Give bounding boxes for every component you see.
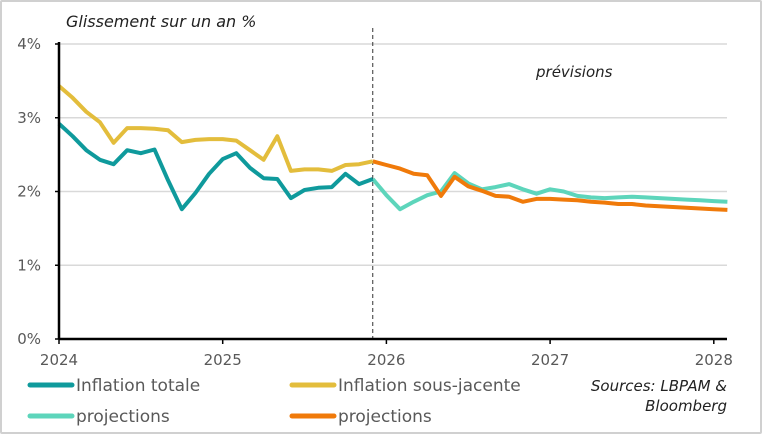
y-tick-label: 4% xyxy=(17,35,41,53)
forecast-annotation: prévisions xyxy=(535,63,613,81)
series-line-1 xyxy=(57,84,374,173)
y-tick-label: 0% xyxy=(17,330,41,348)
legend-label: projections xyxy=(76,407,170,427)
x-tick-label: 2027 xyxy=(531,351,569,369)
x-tick-label: 2025 xyxy=(204,351,242,369)
y-tick-label: 2% xyxy=(17,183,41,201)
legend-label: Inflation totale xyxy=(76,376,200,396)
legend-label: Inflation sous-jacente xyxy=(338,376,521,396)
chart-title: Glissement sur un an % xyxy=(66,12,256,31)
series-line-3 xyxy=(372,159,728,212)
x-tick-label: 2024 xyxy=(40,351,78,369)
series-line-2 xyxy=(371,171,728,212)
y-tick-label: 3% xyxy=(17,109,41,127)
source-line-1: Sources: LBPAM & xyxy=(591,377,727,395)
series-line-0 xyxy=(57,122,374,212)
x-tick-label: 2026 xyxy=(367,351,405,369)
source-line-2: Bloomberg xyxy=(645,397,727,415)
x-tick-label: 2028 xyxy=(695,351,733,369)
y-tick-label: 1% xyxy=(17,256,41,274)
legend-label: projections xyxy=(338,407,432,427)
